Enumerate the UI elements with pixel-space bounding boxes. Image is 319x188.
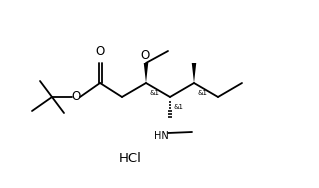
Text: &1: &1 xyxy=(197,90,207,96)
Text: O: O xyxy=(95,45,105,58)
Text: HCl: HCl xyxy=(119,152,141,164)
Text: &1: &1 xyxy=(149,90,159,96)
Polygon shape xyxy=(192,63,196,83)
Polygon shape xyxy=(144,63,148,83)
Text: HN: HN xyxy=(154,131,168,141)
Text: O: O xyxy=(140,49,150,62)
Text: &1: &1 xyxy=(173,104,183,110)
Text: O: O xyxy=(71,90,81,104)
